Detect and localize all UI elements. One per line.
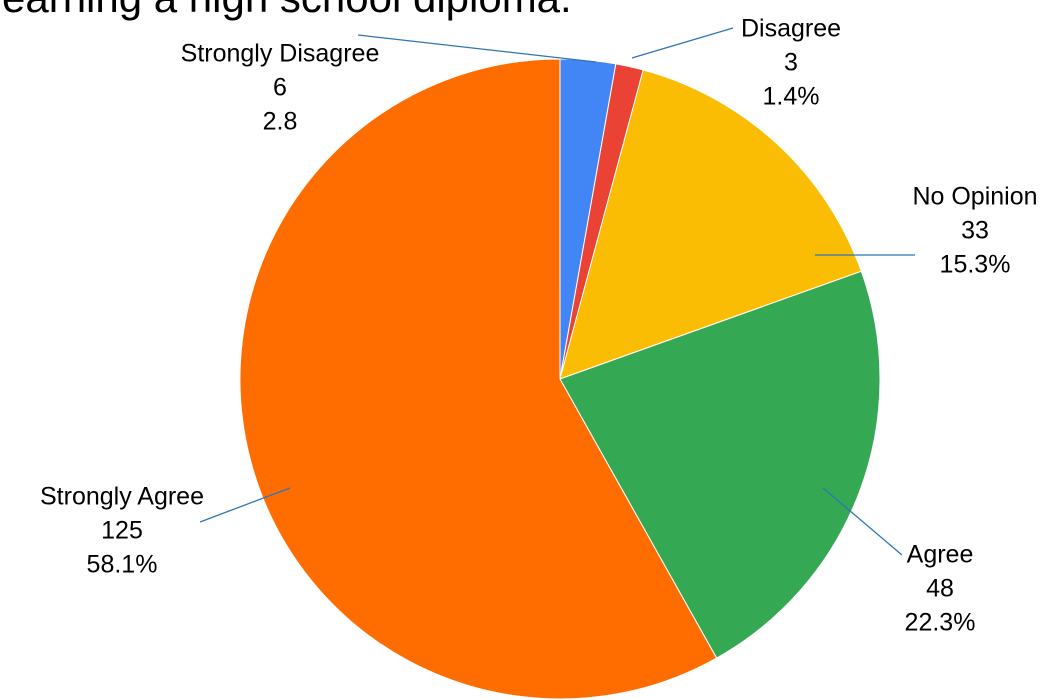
- data-label-no-opinion-count: 33: [961, 217, 989, 245]
- data-label-disagree-label: Disagree: [741, 15, 841, 43]
- data-label-strongly-disagree-percent: 2.8: [263, 108, 298, 136]
- data-label-strongly-agree-count: 125: [101, 517, 143, 545]
- chart-title: earning a high school diploma.: [0, 0, 1058, 23]
- data-label-strongly-disagree-count: 6: [273, 74, 287, 102]
- data-label-disagree-percent: 1.4%: [763, 83, 820, 111]
- data-label-agree-label: Agree: [907, 541, 974, 569]
- data-label-no-opinion-percent: 15.3%: [940, 251, 1011, 279]
- data-label-agree-count: 48: [926, 575, 954, 603]
- data-label-agree-percent: 22.3%: [905, 609, 976, 637]
- data-label-strongly-agree-percent: 58.1%: [87, 551, 158, 579]
- leader-line-strongly-agree: [199, 487, 291, 523]
- data-label-no-opinion-label: No Opinion: [912, 183, 1037, 211]
- pie-slices: [239, 58, 881, 700]
- pie-slice-agree: [559, 270, 881, 659]
- leader-line-agree: [822, 487, 903, 556]
- pie-slice-strongly-agree: [239, 58, 718, 700]
- data-label-strongly-agree-label: Strongly Agree: [40, 483, 204, 511]
- leader-line-strongly-disagree: [357, 34, 597, 63]
- slice-labels: Strongly Disagree 6 2.8 Disagree 3 1.4% No Opi…: [40, 15, 1038, 637]
- leader-line-disagree: [631, 27, 734, 59]
- data-label-disagree-count: 3: [784, 49, 798, 77]
- data-label-strongly-disagree-label: Strongly Disagree: [181, 40, 380, 68]
- pie-slice-no-opinion: [559, 69, 862, 380]
- leader-lines: [199, 27, 915, 556]
